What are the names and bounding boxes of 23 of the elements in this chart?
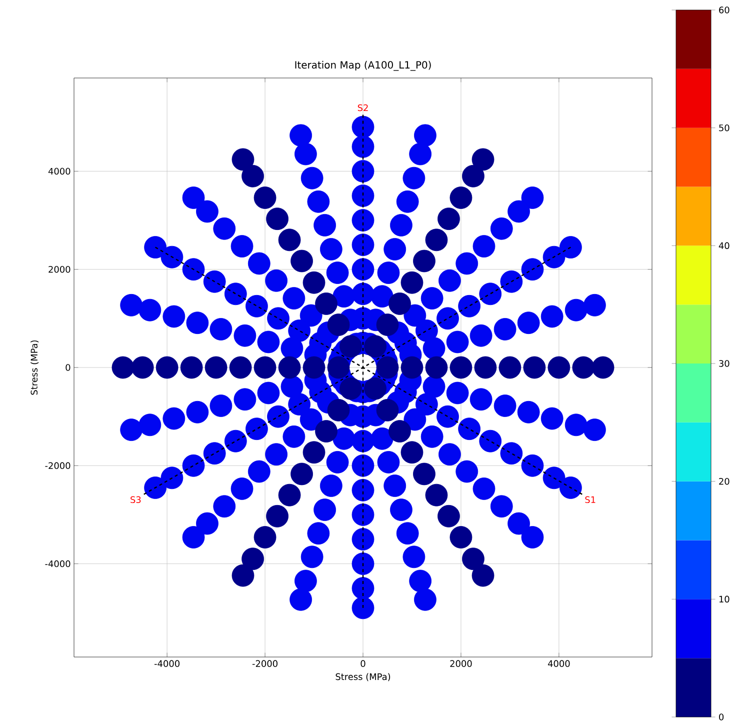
y-tick-label: 0 — [66, 364, 70, 371]
x-tick-label: -2000 — [252, 660, 278, 667]
x-tick-label: 4000 — [548, 660, 570, 667]
color-bar-label: 60 — [719, 6, 730, 14]
x-tick-label: 2000 — [450, 660, 472, 667]
color-bar-label: 40 — [718, 242, 730, 250]
x-tick-label: 0 — [360, 660, 366, 667]
color-bar-label: 20 — [719, 478, 730, 485]
y-tick-label: -2000 — [45, 462, 70, 470]
x-axis-title: Stress (MPa) — [336, 673, 390, 682]
x-tick-label: -4000 — [154, 660, 180, 667]
chart-title: Iteration Map (A100_L1_P0) — [295, 60, 431, 71]
color-bar-label: 0 — [719, 714, 724, 720]
y-tick-label: -4000 — [45, 560, 70, 568]
y-tick-label: 2000 — [48, 266, 70, 273]
y-axis-title: Stress (MPa) — [30, 340, 39, 395]
color-bar-label: 50 — [719, 124, 730, 132]
color-bar-label: 10 — [719, 596, 730, 603]
annotation: S1 — [585, 496, 596, 504]
annotation: S3 — [130, 496, 141, 504]
y-tick-label: 4000 — [48, 168, 70, 175]
annotation: S2 — [358, 104, 368, 112]
color-bar-label: 30 — [719, 360, 730, 367]
